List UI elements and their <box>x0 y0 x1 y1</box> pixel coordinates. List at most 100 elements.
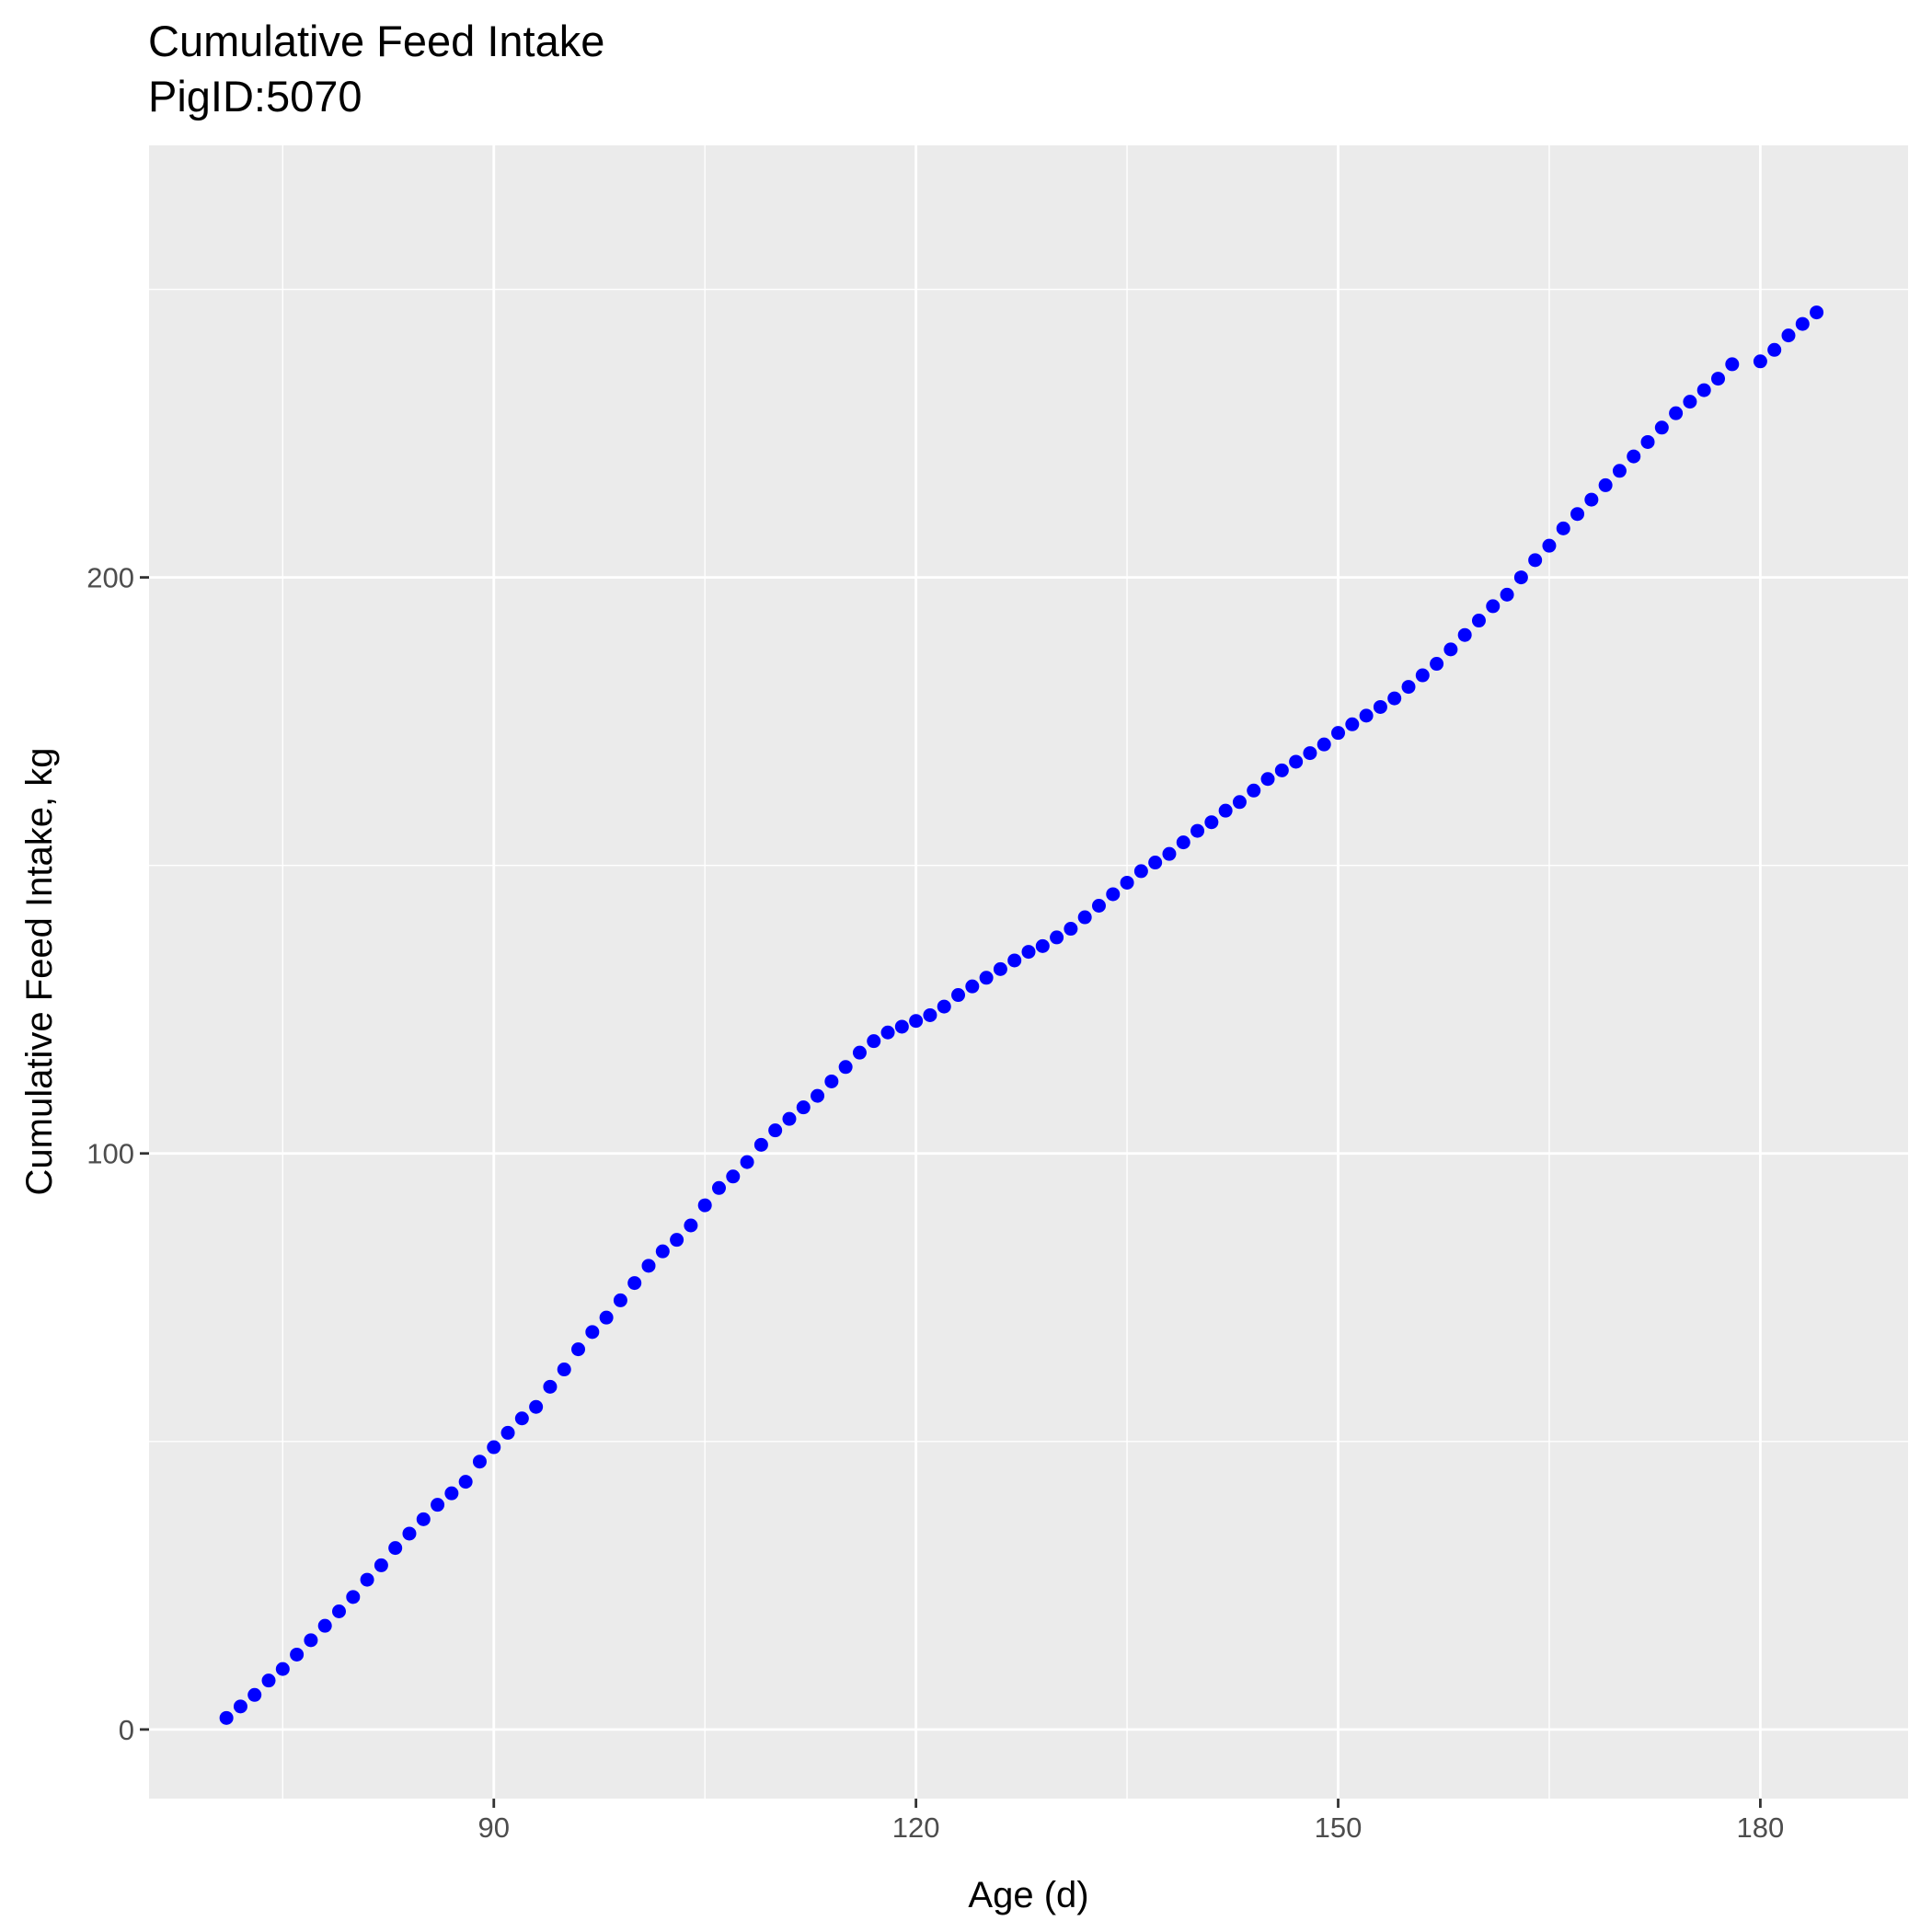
data-point <box>1627 449 1641 464</box>
data-point <box>416 1512 431 1526</box>
data-point <box>1133 864 1148 879</box>
data-point <box>219 1710 234 1725</box>
data-point <box>1696 383 1711 397</box>
x-axis: 90 120 150 180 <box>478 1799 1785 1844</box>
data-point <box>1753 354 1767 369</box>
data-point <box>768 1123 783 1138</box>
data-point <box>1387 691 1402 706</box>
x-tick-label: 180 <box>1737 1811 1785 1844</box>
data-point <box>1232 795 1247 810</box>
data-point <box>529 1399 544 1414</box>
data-point <box>993 961 1007 976</box>
data-point <box>360 1572 374 1587</box>
data-point <box>670 1233 684 1248</box>
plot-panel <box>149 145 1908 1799</box>
data-point <box>711 1180 726 1195</box>
data-point <box>641 1259 656 1273</box>
data-point <box>1781 328 1796 343</box>
data-point <box>1077 910 1092 925</box>
data-point <box>1091 898 1106 913</box>
data-point <box>1584 492 1599 507</box>
data-point <box>557 1363 571 1377</box>
grid-major <box>149 145 1908 1799</box>
data-point <box>937 999 951 1014</box>
data-point <box>290 1647 305 1662</box>
x-tick-label: 120 <box>892 1811 940 1844</box>
data-point <box>1443 642 1458 657</box>
data-point <box>1598 477 1613 492</box>
data-point <box>500 1425 515 1440</box>
data-point <box>388 1541 403 1556</box>
data-point <box>458 1475 473 1489</box>
data-point <box>796 1100 811 1115</box>
data-point <box>275 1662 290 1676</box>
data-point <box>1683 395 1697 409</box>
data-point <box>684 1218 698 1233</box>
data-point <box>317 1618 332 1633</box>
data-point <box>1190 823 1205 838</box>
data-point <box>1106 887 1121 902</box>
data-point <box>1725 357 1740 372</box>
data-point <box>1317 737 1331 752</box>
data-point <box>753 1137 768 1152</box>
data-point <box>472 1455 487 1469</box>
data-point <box>1007 953 1022 968</box>
data-point <box>1430 657 1444 672</box>
data-point <box>1373 699 1387 714</box>
data-point <box>1570 507 1585 522</box>
data-point <box>697 1198 712 1213</box>
data-point <box>1120 875 1134 890</box>
data-point <box>1035 938 1050 953</box>
data-point <box>304 1633 318 1648</box>
data-point <box>1345 717 1360 731</box>
data-point <box>1176 835 1190 850</box>
data-point <box>965 979 980 994</box>
data-point <box>1810 305 1824 320</box>
data-point <box>1486 599 1501 614</box>
data-point <box>1162 846 1177 861</box>
data-point <box>655 1244 670 1259</box>
data-point <box>1669 406 1684 420</box>
data-point <box>431 1498 445 1512</box>
data-point <box>852 1045 867 1060</box>
data-point <box>1064 922 1078 937</box>
data-point <box>599 1310 614 1325</box>
data-point <box>880 1025 895 1040</box>
data-point <box>1359 708 1374 723</box>
data-point <box>1528 553 1543 568</box>
chart-title: Cumulative Feed Intake <box>148 17 604 65</box>
data-point <box>838 1060 853 1075</box>
data-point <box>1148 856 1163 870</box>
data-point <box>585 1325 600 1340</box>
data-point <box>514 1411 529 1426</box>
data-point <box>247 1687 262 1702</box>
x-tick-label: 90 <box>478 1811 510 1844</box>
x-tick-label: 150 <box>1315 1811 1363 1844</box>
data-point <box>726 1169 741 1184</box>
data-point <box>1500 587 1514 602</box>
data-point <box>1767 342 1782 357</box>
data-point <box>824 1074 839 1088</box>
data-point <box>1542 538 1557 553</box>
data-point <box>1289 754 1304 769</box>
data-point <box>487 1440 501 1455</box>
data-point <box>402 1526 417 1541</box>
data-point <box>1415 668 1430 683</box>
data-point <box>1711 372 1726 386</box>
data-point <box>1556 521 1570 535</box>
y-axis: 0 100 200 <box>86 562 149 1746</box>
data-point <box>627 1276 642 1291</box>
data-point <box>1274 763 1289 777</box>
data-points <box>219 305 1824 1725</box>
data-point <box>811 1088 825 1103</box>
data-point <box>1401 680 1416 695</box>
data-point <box>233 1699 247 1714</box>
data-point <box>346 1590 361 1604</box>
data-point <box>1654 420 1669 435</box>
y-tick-label: 100 <box>86 1138 134 1170</box>
data-point <box>1331 726 1346 741</box>
data-point <box>1303 746 1317 761</box>
data-point <box>571 1342 586 1357</box>
data-point <box>923 1007 937 1022</box>
